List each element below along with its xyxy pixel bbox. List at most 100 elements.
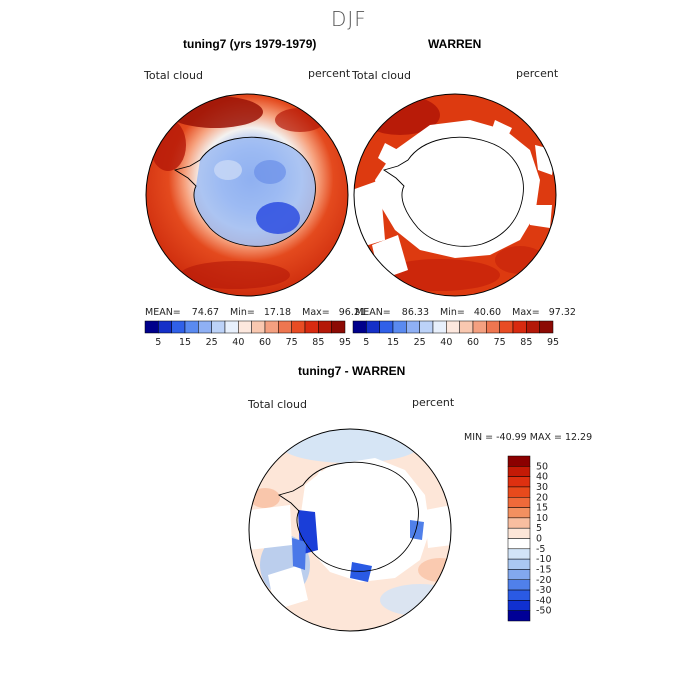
obs-panel-title: WARREN bbox=[428, 37, 482, 51]
model-variable-label: Total cloud bbox=[144, 69, 203, 82]
obs-colorbar-color-cell bbox=[526, 320, 540, 334]
diff-colorbar-tick-label: 30 bbox=[536, 482, 548, 493]
diff-colorbar-tick-label: 50 bbox=[536, 461, 548, 472]
diff-colorbar-tick-label: -15 bbox=[536, 564, 552, 575]
diff-colorbar-color-cell bbox=[507, 507, 531, 519]
model-colorbar-tick-label: 5 bbox=[155, 337, 161, 348]
obs-min-label: Min= bbox=[440, 307, 465, 318]
model-mean-value: 74.67 bbox=[191, 307, 219, 318]
obs-mean-value: 86.33 bbox=[401, 307, 429, 318]
model-colorbar-color-cell bbox=[224, 320, 239, 334]
obs-colorbar-color-cell bbox=[379, 320, 394, 334]
model-colorbar-color-cell bbox=[144, 320, 159, 334]
model-colorbar-tick-label: 95 bbox=[339, 337, 351, 348]
obs-colorbar-tick-label: 95 bbox=[547, 337, 559, 348]
model-colorbar-color-cell bbox=[158, 320, 172, 334]
diff-colorbar-color-cell bbox=[507, 589, 531, 601]
diff-colorbar-color-cell bbox=[507, 486, 531, 498]
obs-stats: MEAN= 86.33 Min= 40.60 Max= 97.32 bbox=[355, 307, 576, 318]
diff-colorbar-tick-label: 10 bbox=[536, 513, 548, 524]
diff-colorbar-color-cell bbox=[507, 538, 531, 550]
obs-colorbar: 5 15 25 40 60 75 85 95 bbox=[352, 320, 559, 348]
diff-colorbar-color-cell bbox=[507, 579, 531, 591]
obs-colorbar-tick-label: 60 bbox=[467, 337, 479, 348]
obs-polar-map bbox=[353, 93, 557, 297]
diff-panel-title: tuning7 - WARREN bbox=[298, 364, 406, 378]
model-colorbar-color-cell bbox=[251, 320, 266, 334]
model-colorbar-color-cell bbox=[291, 320, 306, 334]
diff-colorbar-color-cell bbox=[507, 517, 531, 529]
model-colorbar-color-cell bbox=[198, 320, 212, 334]
model-colorbar-color-cell bbox=[171, 320, 186, 334]
obs-max-label: Max= bbox=[512, 307, 540, 318]
obs-colorbar-color-cell bbox=[432, 320, 447, 334]
obs-colorbar-color-cell bbox=[392, 320, 407, 334]
model-colorbar-color-cell bbox=[211, 320, 226, 334]
diff-colorbar-color-cell bbox=[507, 476, 531, 488]
diff-colorbar-color-cell bbox=[507, 548, 531, 560]
obs-colorbar-color-cell bbox=[472, 320, 487, 334]
diff-colorbar-tick-label: 5 bbox=[536, 523, 542, 534]
model-colorbar-tick-label: 40 bbox=[232, 337, 244, 348]
model-min-label: Min= bbox=[230, 307, 255, 318]
obs-colorbar-color-cell bbox=[352, 320, 367, 334]
model-polar-map bbox=[145, 93, 349, 297]
diff-colorbar-color-cell bbox=[507, 527, 531, 539]
model-mean-label: MEAN= bbox=[145, 307, 181, 318]
model-colorbar: 5 15 25 40 60 75 85 95 bbox=[144, 320, 351, 348]
model-max-value: 96.21 bbox=[338, 307, 366, 318]
obs-colorbar-color-cell bbox=[512, 320, 527, 334]
diff-variable-label: Total cloud bbox=[248, 398, 307, 411]
obs-colorbar-tick-label: 15 bbox=[387, 337, 399, 348]
obs-colorbar-color-cell bbox=[406, 320, 420, 334]
diff-colorbar-tick-label: -40 bbox=[536, 595, 552, 606]
model-colorbar-tick-label: 25 bbox=[206, 337, 218, 348]
diff-colorbar-color-cell bbox=[507, 558, 531, 570]
model-colorbar-color-cell bbox=[184, 320, 199, 334]
obs-colorbar-color-cell bbox=[486, 320, 500, 334]
diff-colorbar-tick-label: -50 bbox=[536, 606, 552, 617]
diff-colorbar-color-cell bbox=[507, 466, 531, 477]
obs-colorbar-color-cell bbox=[419, 320, 434, 334]
model-colorbar-color-cell bbox=[264, 320, 279, 334]
diff-colorbar-color-cell bbox=[507, 610, 531, 622]
diff-colorbar-tick-label: 15 bbox=[536, 503, 548, 514]
obs-colorbar-tick-label: 75 bbox=[494, 337, 506, 348]
model-colorbar-tick-label: 75 bbox=[286, 337, 298, 348]
obs-mean-label: MEAN= bbox=[355, 307, 391, 318]
diff-minmax-text: MIN = -40.99 MAX = 12.29 bbox=[464, 432, 593, 443]
obs-max-value: 97.32 bbox=[548, 307, 576, 318]
obs-colorbar-color-cell bbox=[366, 320, 380, 334]
model-panel-title: tuning7 (yrs 1979-1979) bbox=[183, 37, 317, 51]
obs-colorbar-tick-label: 5 bbox=[363, 337, 369, 348]
model-colorbar-tick-label: 15 bbox=[179, 337, 191, 348]
diff-colorbar-tick-label: -20 bbox=[536, 575, 552, 586]
diff-colorbar-tick-label: 0 bbox=[536, 534, 542, 545]
model-units-label: percent bbox=[308, 67, 351, 80]
obs-colorbar-tick-label: 25 bbox=[414, 337, 426, 348]
diff-colorbar-color-cell bbox=[507, 497, 531, 508]
diff-units-label: percent bbox=[412, 396, 455, 409]
obs-min-value: 40.60 bbox=[473, 307, 502, 318]
model-stats: MEAN= 74.67 Min= 17.18 Max= 96.21 bbox=[145, 307, 366, 318]
model-colorbar-color-cell bbox=[238, 320, 252, 334]
model-colorbar-color-cell bbox=[278, 320, 292, 334]
model-colorbar-color-cell bbox=[331, 320, 346, 334]
model-colorbar-color-cell bbox=[318, 320, 332, 334]
diff-colorbar-color-cell bbox=[507, 455, 531, 467]
diff-colorbar-tick-label: -5 bbox=[536, 544, 545, 555]
diff-colorbar-tick-label: 40 bbox=[536, 472, 548, 483]
model-colorbar-tick-label: 85 bbox=[312, 337, 324, 348]
model-min-value: 17.18 bbox=[263, 307, 292, 318]
season-title: DJF bbox=[331, 7, 367, 31]
model-colorbar-tick-label: 60 bbox=[259, 337, 271, 348]
obs-colorbar-color-cell bbox=[539, 320, 554, 334]
diff-colorbar-tick-label: -30 bbox=[536, 585, 552, 596]
diff-polar-map bbox=[248, 428, 452, 632]
obs-colorbar-tick-label: 40 bbox=[440, 337, 452, 348]
diff-colorbar-color-cell bbox=[507, 600, 531, 611]
obs-variable-label: Total cloud bbox=[352, 69, 411, 82]
